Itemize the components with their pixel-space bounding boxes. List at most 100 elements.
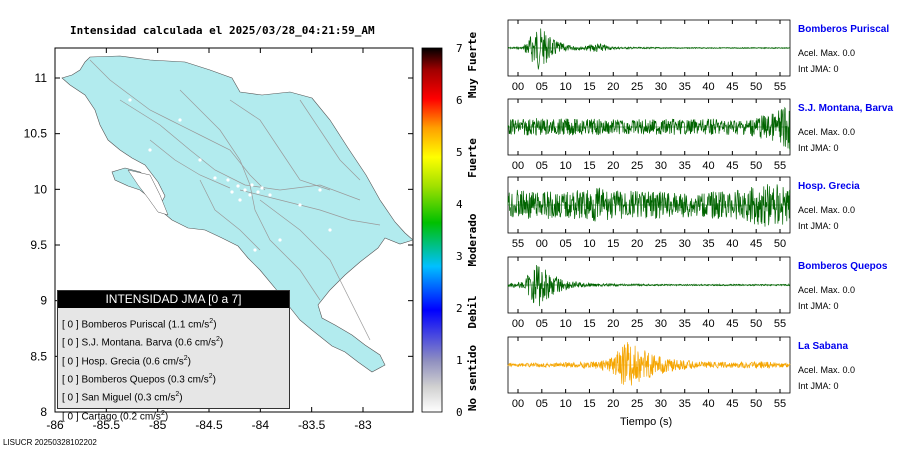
legend-paren: ) [219, 337, 224, 349]
legend-paren: ) [179, 392, 183, 404]
trace-tick-label: 45 [726, 160, 738, 172]
legend-station: Cartago [81, 410, 120, 422]
legend-level: [ 0 ] [62, 392, 82, 404]
station-accel: Acel. Max. 0.0 [798, 365, 856, 375]
station-jma: Int JMA: 0 [798, 64, 839, 74]
trace-tick-label: 05 [536, 398, 548, 410]
trace-tick-label: 40 [726, 238, 738, 250]
trace-waveform [507, 342, 791, 386]
station-dot [230, 190, 234, 194]
station-dot [298, 203, 302, 207]
station-dot [268, 193, 272, 197]
trace-tick-label: 15 [583, 160, 595, 172]
station-name: La Sabana [798, 341, 849, 352]
legend-exp: 2 [175, 391, 180, 399]
legend-accel: (0.3 cm/s [134, 392, 176, 404]
colorbar-tick-label: 0 [456, 406, 463, 419]
trace-tick-label: 10 [560, 160, 572, 172]
trace-tick-label: 25 [631, 318, 643, 330]
legend-list: [ 0 ] Bomberos Puriscal (1.1 cm/s2)[ 0 ]… [58, 314, 289, 424]
legend-exp: 2 [160, 409, 165, 417]
station-name: Bomberos Quepos [798, 261, 888, 272]
x-tick-label: -84 [252, 418, 270, 432]
trace-tick-label: 45 [726, 81, 738, 93]
station-dot [198, 158, 202, 162]
x-tick-label: -85 [149, 418, 167, 432]
trace-tick-label: 20 [607, 160, 619, 172]
y-tick-label: 10.5 [24, 127, 48, 141]
legend-station: Hosp. Grecia [81, 355, 143, 367]
legend-accel: (0.6 cm/s [174, 337, 216, 349]
station-accel: Acel. Max. 0.0 [798, 205, 856, 215]
legend-level: [ 0 ] [62, 410, 82, 422]
road-2 [179, 89, 321, 301]
legend-accel: (0.6 cm/s [142, 355, 184, 367]
colorbar-tick-label: 3 [456, 250, 463, 263]
station-dot [250, 183, 254, 187]
legend-item: [ 0 ] Bomberos Puriscal (1.1 cm/s2) [58, 314, 289, 332]
colorbar-tick-label: 2 [456, 302, 463, 315]
trace-tick-label: 55 [774, 398, 786, 410]
trace-tick-label: 20 [607, 81, 619, 93]
station-jma: Int JMA: 0 [798, 221, 839, 231]
y-tick-label: 10 [34, 182, 48, 196]
legend-item: [ 0 ] Hosp. Grecia (0.6 cm/s2) [58, 351, 289, 369]
y-tick-label: 8 [40, 405, 47, 419]
legend-level: [ 0 ] [62, 319, 82, 331]
trace-tick-label: 05 [536, 160, 548, 172]
legend-level: [ 0 ] [62, 355, 82, 367]
intensity-legend: INTENSIDAD JMA [0 a 7] [ 0 ] Bomberos Pu… [57, 290, 290, 422]
colorbar-tick-label: 1 [456, 354, 463, 367]
trace-tick-label: 25 [631, 81, 643, 93]
colorbar-category-label: Moderado [466, 213, 479, 266]
trace-tick-label: 05 [536, 81, 548, 93]
legend-exp: 2 [183, 354, 188, 362]
trace-tick-label: 05 [536, 318, 548, 330]
legend-paren: ) [212, 374, 216, 386]
trace-tick-label: 35 [679, 160, 691, 172]
trace-tick-label: 30 [655, 398, 667, 410]
legend-accel: (0.3 cm/s [167, 374, 209, 386]
station-dot [243, 188, 247, 192]
trace-tick-label: 35 [679, 81, 691, 93]
y-tick-label: 8.5 [30, 349, 47, 363]
trace-tick-label: 25 [631, 398, 643, 410]
legend-item: [ 0 ] San Miguel (0.3 cm/s2) [58, 387, 289, 405]
trace-tick-label: 20 [631, 238, 643, 250]
legend-item: [ 0 ] S.J. Montana. Barva (0.6 cm/s2) [58, 332, 289, 350]
costa-rica-land [61, 55, 414, 373]
x-tick-label: -85.5 [93, 418, 121, 432]
road-3 [239, 189, 381, 226]
road-4 [229, 99, 331, 191]
legend-paren: ) [164, 410, 169, 422]
trace-tick-label: 00 [512, 81, 524, 93]
trace-tick-label: 30 [679, 238, 691, 250]
footer-id: LISUCR 20250328102202 [3, 438, 97, 447]
legend-level: [ 0 ] [62, 374, 82, 386]
colorbar-tick-label: 5 [456, 146, 463, 159]
trace-tick-label: 40 [702, 318, 714, 330]
station-dot [318, 188, 322, 192]
trace-tick-label: 35 [679, 398, 691, 410]
legend-header: INTENSIDAD JMA [0 a 7] [58, 291, 289, 308]
trace-waveform [507, 184, 791, 227]
colorbar: 0 1 2 3 4 5 6 7 No sentido Debil Moderado Fuerte Muy… [421, 32, 479, 419]
trace-tick-label: 55 [774, 160, 786, 172]
trace-tick-label: 55 [774, 318, 786, 330]
trace-tick-label: 30 [655, 81, 667, 93]
road-1 [119, 99, 361, 201]
station-accel: Acel. Max. 0.0 [798, 285, 856, 295]
x-tick-label: -83 [354, 418, 372, 432]
colorbar-category-label: Debil [466, 295, 479, 328]
trace-tick-label: 10 [560, 81, 572, 93]
legend-level: [ 0 ] [62, 337, 82, 349]
time-axis-label: Tiempo (s) [620, 416, 673, 428]
colorbar-tick-label: 4 [456, 198, 463, 211]
legend-accel: (0.2 cm/s [119, 410, 161, 422]
station-dot [338, 318, 342, 322]
road-0 [89, 59, 266, 191]
legend-paren: ) [213, 319, 217, 331]
road-6 [259, 199, 371, 341]
legend-station: Bomberos Puriscal [81, 319, 169, 331]
trace-waveform [507, 28, 791, 70]
